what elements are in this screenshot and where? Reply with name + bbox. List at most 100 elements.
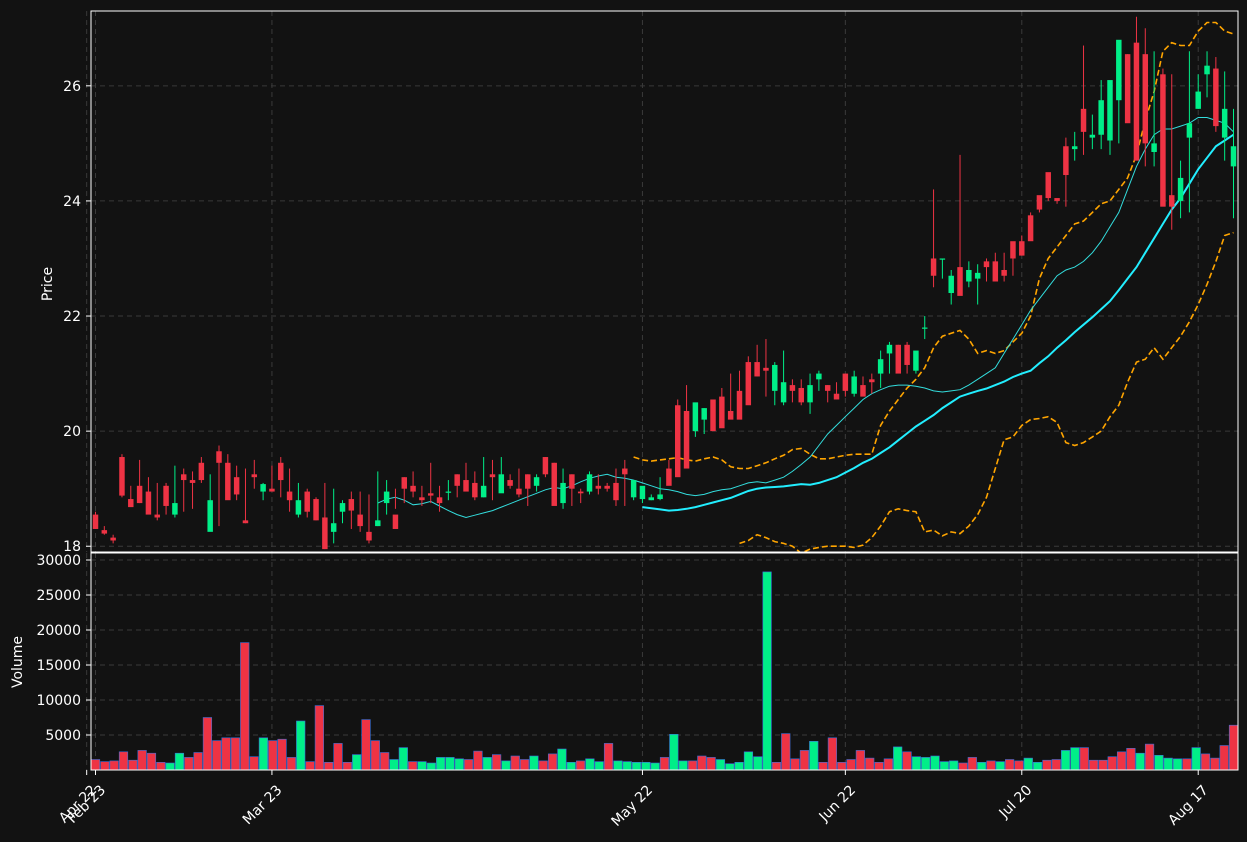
candle-body xyxy=(1010,241,1016,259)
candle-body xyxy=(172,503,178,515)
volume-bar xyxy=(156,761,166,771)
volume-bar xyxy=(1191,747,1201,771)
volume-bar xyxy=(1163,757,1173,771)
candle-body xyxy=(260,484,266,492)
candle-body xyxy=(295,500,302,515)
volume-bar xyxy=(566,761,576,771)
candle-body xyxy=(577,491,584,494)
candle-body xyxy=(242,520,249,524)
volume-bar xyxy=(408,761,418,771)
volume-bar xyxy=(1144,743,1155,771)
candle-body xyxy=(392,514,399,529)
candle-body xyxy=(1213,68,1219,127)
volume-bar xyxy=(389,759,399,771)
candlesticks xyxy=(92,16,1237,550)
volume-bar xyxy=(687,760,698,771)
candle-body xyxy=(533,477,540,486)
candle-body xyxy=(622,468,628,475)
price-axis-label: Price xyxy=(40,267,56,301)
price-y-ticks: 18 20 22 24 26 xyxy=(63,79,91,555)
candle-body xyxy=(154,514,160,518)
candle-body xyxy=(427,493,434,496)
candle-body xyxy=(542,457,549,475)
candle-body xyxy=(207,500,213,532)
candle-body xyxy=(419,497,425,501)
volume-bar xyxy=(603,743,614,771)
volume-bar xyxy=(314,705,324,771)
candle-body xyxy=(683,410,690,469)
candle-body xyxy=(692,402,699,432)
candle-body xyxy=(1177,177,1184,201)
volume-bar xyxy=(1219,745,1229,771)
candle-body xyxy=(727,410,734,420)
candle-body xyxy=(710,399,716,432)
volume-bar xyxy=(837,761,847,771)
volume-bar xyxy=(743,751,754,771)
volume-bar xyxy=(846,759,856,771)
volume-bar xyxy=(1210,757,1220,771)
candle-body xyxy=(613,482,619,501)
volume-axis-label: Volume xyxy=(10,636,26,688)
candle-body xyxy=(877,359,884,374)
volume-bar xyxy=(482,757,492,771)
candle-body xyxy=(189,480,196,483)
candle-body xyxy=(251,474,258,478)
volume-panel: 5000 10000 15000 20000 25000 30000 Volume xyxy=(10,552,1239,771)
volume-bar xyxy=(669,733,679,771)
volume-bar xyxy=(986,760,996,771)
candle-body xyxy=(357,514,363,527)
candle-body xyxy=(128,499,134,508)
candle-body xyxy=(1142,54,1149,144)
candle-body xyxy=(198,462,205,481)
candle-body xyxy=(1195,91,1201,109)
volume-bar xyxy=(1079,747,1089,771)
volume-bar xyxy=(771,761,782,771)
volume-bar xyxy=(1126,747,1136,771)
candle-body xyxy=(957,267,963,296)
volume-bar xyxy=(426,762,436,771)
candle-body xyxy=(648,497,655,501)
volume-bar xyxy=(249,756,259,771)
volume-tick-label: 20000 xyxy=(36,623,81,639)
volume-bar xyxy=(613,760,623,771)
volume-bar xyxy=(370,740,380,771)
candle-body xyxy=(974,272,981,279)
candle-body xyxy=(180,474,187,481)
volume-bar xyxy=(1033,761,1043,771)
volume-bar xyxy=(361,719,371,771)
volume-bar xyxy=(184,757,194,771)
volume-bar xyxy=(781,733,791,771)
volume-bar xyxy=(753,756,763,771)
candle-body xyxy=(410,485,416,492)
candle-body xyxy=(895,344,902,374)
volume-bar xyxy=(1107,756,1117,771)
volume-bar xyxy=(380,752,390,771)
candle-body xyxy=(1080,108,1087,132)
candle-body xyxy=(913,350,919,371)
volume-bar xyxy=(398,747,408,771)
candle-body xyxy=(1027,215,1034,242)
candle-body xyxy=(851,376,857,394)
candle-body xyxy=(110,537,116,541)
candle-body xyxy=(339,503,346,512)
volume-bar xyxy=(1172,758,1183,771)
volume-bar xyxy=(240,642,250,771)
volume-bar xyxy=(874,761,884,771)
candle-body xyxy=(1133,42,1140,161)
candle-body xyxy=(1169,195,1175,207)
candle-body xyxy=(736,390,743,420)
volume-bar xyxy=(1005,759,1015,771)
candle-body xyxy=(983,261,990,268)
candle-body xyxy=(445,491,452,493)
price-tick-label: 18 xyxy=(63,539,81,555)
candle-body xyxy=(278,462,284,481)
volume-bar xyxy=(90,759,101,771)
volume-bar xyxy=(799,750,810,771)
price-gridlines xyxy=(86,11,1238,552)
candle-body xyxy=(886,344,893,354)
candle-body xyxy=(789,385,796,391)
volume-bar xyxy=(109,760,119,771)
volume-bar xyxy=(100,761,110,771)
volume-tick-label: 15000 xyxy=(36,658,81,674)
volume-bar xyxy=(165,762,175,771)
